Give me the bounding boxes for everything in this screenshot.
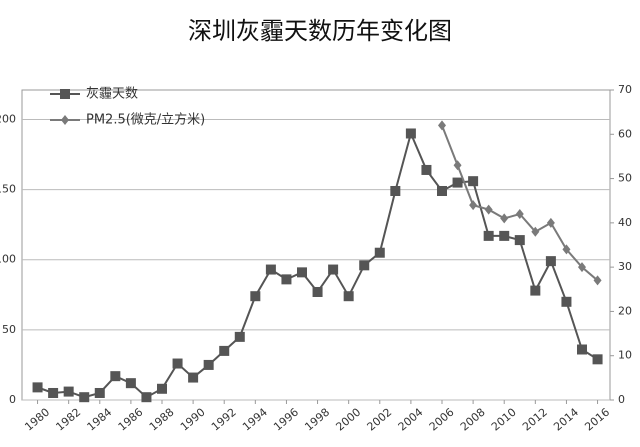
y2-tick-label: 70 [618, 83, 632, 96]
marker [203, 359, 214, 370]
marker [546, 217, 555, 228]
x-tick-label: 2012 [520, 406, 550, 434]
x-tick-label: 1986 [116, 406, 146, 434]
marker [500, 213, 509, 224]
marker [343, 291, 354, 302]
marker [484, 204, 493, 215]
series-line [37, 130, 599, 399]
marker [453, 160, 462, 171]
x-tick-label: 2004 [396, 406, 426, 434]
legend-marker [60, 89, 70, 99]
x-tick-label: 2000 [333, 406, 363, 434]
x-tick-label: 1980 [22, 406, 52, 434]
x-tick-label: 1988 [147, 406, 177, 434]
marker [374, 247, 385, 258]
marker [328, 264, 339, 275]
marker [110, 371, 121, 382]
marker [483, 230, 494, 241]
x-tick-label: 2016 [582, 406, 612, 434]
y2-tick-label: 60 [618, 127, 632, 140]
marker [578, 262, 586, 273]
marker [234, 331, 245, 342]
marker [452, 177, 463, 188]
marker [188, 372, 199, 383]
marker [438, 120, 446, 131]
x-tick-label: 1990 [178, 406, 208, 434]
marker [172, 358, 183, 369]
marker [531, 226, 540, 237]
y-tick-label: 150 [0, 183, 16, 196]
x-tick-label: 2010 [489, 406, 519, 434]
x-tick-label: 1994 [240, 406, 270, 434]
marker [32, 382, 43, 393]
marker [592, 354, 603, 365]
marker [94, 387, 105, 398]
marker [499, 230, 510, 241]
x-tick-label: 1982 [53, 406, 83, 434]
chart-title: 深圳灰霾天数历年变化图 [188, 17, 452, 45]
marker [405, 128, 416, 139]
marker [577, 344, 587, 355]
y2-tick-label: 0 [618, 393, 625, 406]
marker [79, 392, 90, 403]
marker [219, 345, 230, 356]
marker [125, 378, 136, 389]
marker [562, 244, 571, 255]
marker [297, 267, 307, 278]
marker [515, 209, 524, 219]
marker [390, 185, 401, 196]
x-tick-label: 2002 [365, 406, 395, 434]
legend-label: PM2.5(微克/立方米) [86, 112, 205, 128]
marker [312, 286, 323, 297]
x-tick-label: 1992 [209, 406, 239, 434]
y-tick-label: 200 [0, 112, 16, 125]
x-tick-label: 1996 [271, 406, 301, 434]
marker [530, 285, 541, 296]
marker [469, 200, 478, 211]
y2-tick-label: 40 [618, 216, 632, 229]
x-tick-label: 1984 [85, 406, 115, 434]
marker [514, 235, 525, 246]
y-tick-label: 100 [0, 253, 16, 266]
legend-marker [61, 115, 69, 125]
marker [281, 274, 292, 285]
y-tick-label: 50 [2, 323, 16, 336]
marker [468, 176, 479, 187]
marker [141, 392, 152, 403]
series-line [441, 125, 599, 282]
marker [250, 291, 261, 302]
marker [265, 264, 276, 275]
x-tick-label: 1998 [302, 406, 332, 434]
marker [157, 383, 167, 394]
x-tick-label: 2006 [427, 406, 457, 434]
y2-tick-label: 20 [618, 304, 632, 317]
x-tick-label: 2008 [458, 406, 488, 434]
y-tick-label: 0 [9, 393, 16, 406]
x-tick-label: 2014 [551, 406, 581, 434]
legend-label: 灰霾天数 [86, 87, 138, 102]
marker [359, 260, 370, 271]
marker [421, 164, 432, 175]
marker [48, 387, 59, 398]
marker [593, 275, 602, 286]
y2-tick-label: 30 [618, 260, 632, 273]
marker [545, 256, 556, 267]
y2-tick-label: 50 [618, 172, 632, 185]
marker [63, 386, 74, 397]
y2-tick-label: 10 [618, 349, 632, 362]
marker [437, 185, 447, 196]
marker [561, 296, 572, 307]
